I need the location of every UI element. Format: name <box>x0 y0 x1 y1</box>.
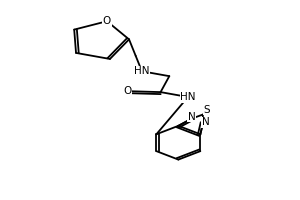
Text: O: O <box>103 16 111 26</box>
Text: HN: HN <box>180 92 196 102</box>
Text: N: N <box>188 112 195 122</box>
Text: O: O <box>124 86 132 96</box>
Text: HN: HN <box>134 66 150 76</box>
Text: N: N <box>202 117 210 127</box>
Text: S: S <box>204 105 210 115</box>
